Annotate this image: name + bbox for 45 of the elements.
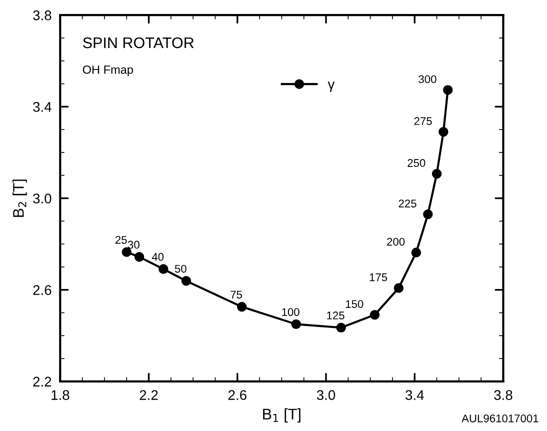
legend-label: γ: [328, 82, 335, 92]
annotation: 225: [398, 200, 416, 208]
annotation: 200: [387, 238, 405, 246]
point: [134, 252, 144, 262]
x-tick-label: 3.0: [316, 390, 336, 400]
text: AUL961017001: [462, 414, 538, 422]
annotation: 300: [418, 75, 436, 84]
point: [423, 209, 433, 220]
point: [291, 319, 301, 330]
x-tick-label: 2.6: [228, 390, 246, 400]
point: [336, 322, 346, 332]
y-tick-label: 3.0: [33, 194, 52, 204]
annotation: 275: [414, 117, 432, 126]
y-tick-label: 2.6: [33, 285, 52, 296]
annotation: 150: [346, 300, 364, 308]
y-tick-label: 2.2: [33, 376, 52, 386]
annotation: 175: [370, 273, 388, 282]
x-tick-label: 3.8: [494, 390, 512, 400]
annotation: 50: [174, 264, 186, 273]
x-tick-label: 2.2: [140, 390, 158, 400]
point: [394, 283, 404, 293]
point: [181, 276, 192, 286]
annotation: 40: [152, 252, 164, 261]
point: [236, 302, 247, 312]
text: SPIN ROTATOR: [83, 37, 194, 48]
point: [442, 85, 453, 95]
point: [370, 310, 380, 320]
text: OH Fmap: [82, 65, 133, 76]
point: [122, 247, 132, 257]
point: [438, 126, 448, 137]
annotation: 30: [128, 240, 140, 249]
y-tick-label: 3.4: [33, 102, 52, 112]
point: [158, 264, 168, 274]
annotation: 25: [115, 236, 127, 244]
x-tick-label: 1.8: [52, 390, 70, 400]
annotation: 75: [230, 290, 242, 299]
annotation: 250: [408, 159, 426, 167]
annotation: 125: [327, 312, 344, 320]
point: [432, 168, 442, 179]
annotation: 100: [282, 308, 300, 316]
y-axis-title: B$_{2}$ [T]: [12, 180, 27, 217]
x-tick-label: 3.4: [406, 390, 424, 400]
y-tick-label: 3.8: [33, 10, 52, 20]
point: [411, 248, 422, 258]
x-axis-title: B$_{1}$ [T]: [263, 408, 300, 423]
